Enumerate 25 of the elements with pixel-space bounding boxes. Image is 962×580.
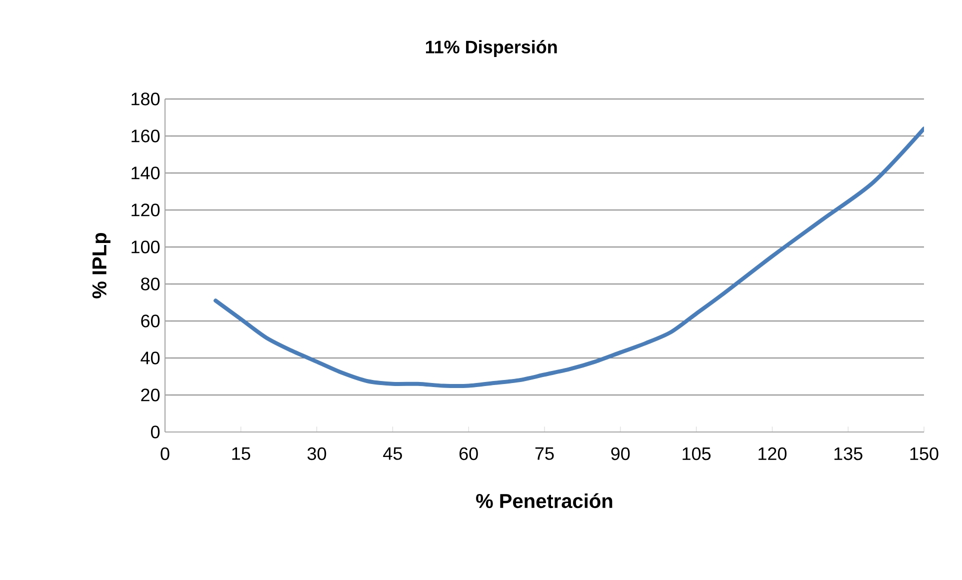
x-axis-title: % Penetración [476, 493, 612, 508]
x-tick-label: 0 [160, 447, 170, 460]
y-tick-label: 180 [132, 92, 160, 106]
x-tick-label: 120 [758, 447, 787, 460]
y-tick-label: 20 [141, 388, 160, 402]
y-tick-label: 40 [140, 352, 160, 364]
chart-title: 11% Dispersión [426, 40, 557, 57]
y-tick-label: 60 [141, 314, 160, 328]
line-series [214, 126, 924, 388]
y-axis-title: % IPLp [92, 232, 110, 298]
y-tick-label: 80 [141, 278, 160, 290]
y-tick-label: 160 [132, 130, 160, 142]
y-tick-label: 140 [132, 166, 160, 180]
y-tick-label: 100 [132, 240, 160, 254]
x-tick-label: 15 [232, 447, 250, 460]
x-tick-label: 60 [460, 447, 478, 460]
y-tick-label: 120 [132, 204, 160, 216]
x-tick-label: 75 [535, 447, 554, 460]
y-tick-label: 0 [151, 426, 160, 438]
x-tick-label: 45 [383, 447, 402, 460]
x-tick-label: 135 [834, 447, 862, 460]
x-tick-label: 90 [611, 447, 630, 460]
x-tick-label: 30 [307, 447, 326, 460]
x-tick-label: 105 [682, 447, 711, 460]
x-tick-label: 150 [910, 447, 938, 460]
